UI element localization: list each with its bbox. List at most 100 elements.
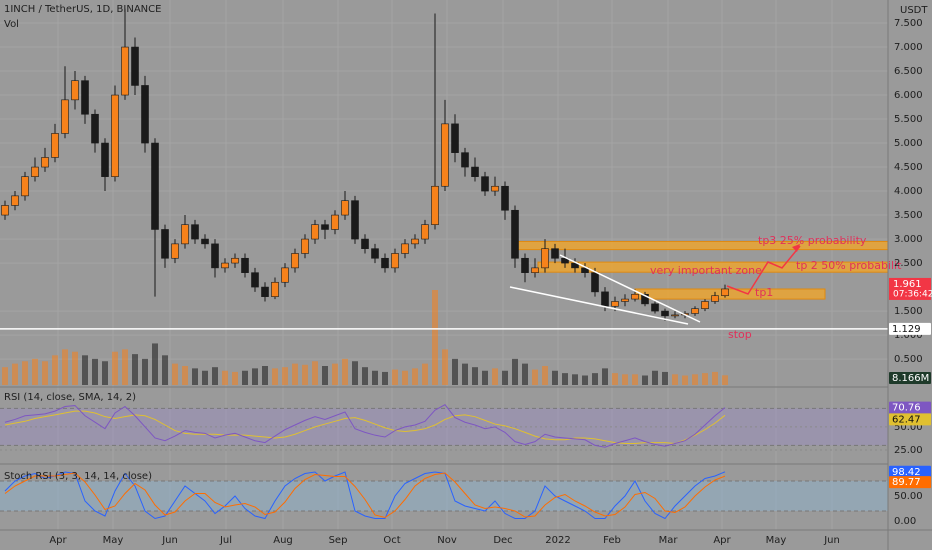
volume-bar: [612, 373, 618, 385]
candle-body: [641, 293, 649, 305]
volume-bar: [72, 351, 78, 385]
volume-bar: [22, 361, 28, 385]
candle-body: [41, 157, 49, 168]
volume-bar: [102, 361, 108, 385]
candle-body: [121, 46, 129, 96]
candle-body: [71, 80, 79, 101]
candle-body: [621, 298, 629, 302]
volume-bar: [642, 375, 648, 385]
volume-bar: [482, 370, 488, 385]
y-tick-label: 0.500: [894, 354, 923, 365]
badge-label: 8.166M: [892, 373, 929, 384]
candle-body: [301, 238, 309, 254]
x-tick-label: Jun: [161, 535, 178, 546]
candle-body: [491, 185, 499, 192]
candle-body: [411, 238, 419, 245]
y-tick-label: 2.500: [894, 258, 923, 269]
volume-bar: [472, 367, 478, 385]
candle-body: [371, 248, 379, 259]
y-tick-label: 50.00: [894, 422, 923, 433]
y-tick-label: 25.00: [894, 445, 923, 456]
countdown: 07:36:42: [893, 289, 932, 299]
candle-body: [711, 295, 719, 302]
currency: USDT: [900, 5, 928, 16]
volume-bar: [462, 363, 468, 385]
axis-badge: [889, 372, 931, 384]
candle-body: [341, 200, 349, 216]
volume-bar: [592, 373, 598, 385]
badge-label: 98.42: [892, 467, 921, 478]
x-tick-label: Mar: [659, 535, 679, 546]
volume-bar: [392, 369, 398, 385]
stoch-title: Stoch RSI (3, 3, 14, 14, close): [4, 471, 152, 482]
volume-bar: [92, 358, 98, 385]
volume-bar: [402, 370, 408, 385]
y-tick-label: 4.500: [894, 162, 923, 173]
candle-body: [131, 46, 139, 86]
volume-bar: [212, 367, 218, 385]
volume-bar: [682, 375, 688, 385]
candle-body: [631, 293, 639, 300]
volume-bar: [342, 358, 348, 385]
volume-bar: [132, 354, 138, 385]
volume-bar: [582, 375, 588, 385]
candle-body: [431, 185, 439, 225]
candle-body: [271, 281, 279, 297]
volume-bar: [152, 343, 158, 385]
volume-title: Vol: [4, 19, 19, 30]
volume-bar: [82, 355, 88, 385]
volume-bar: [522, 363, 528, 385]
volume-bar: [272, 368, 278, 385]
candle-body: [171, 243, 179, 259]
trend-line: [559, 254, 701, 323]
y-tick-label: 5.500: [894, 114, 923, 125]
y-tick-label: 5.000: [894, 138, 923, 149]
candle-body: [211, 243, 219, 269]
candle-body: [81, 80, 89, 115]
volume-bar: [302, 364, 308, 385]
x-tick-label: Sep: [329, 535, 348, 546]
volume-bar: [672, 374, 678, 385]
candle-body: [601, 291, 609, 307]
annotation: tp1: [755, 286, 773, 299]
volume-bar: [232, 371, 238, 385]
badge-label: 62.47: [892, 414, 921, 425]
volume-bar: [512, 358, 518, 385]
y-tick-label: 6.500: [894, 66, 923, 77]
volume-bar: [242, 370, 248, 385]
volume-bar: [632, 374, 638, 385]
candle-body: [61, 99, 69, 134]
volume-bar: [122, 349, 128, 385]
volume-bar: [702, 373, 708, 385]
volume-bar: [142, 358, 148, 385]
candle-body: [721, 288, 729, 297]
candle-body: [481, 176, 489, 192]
annotation: very important zone: [650, 264, 762, 277]
volume-bar: [362, 367, 368, 385]
volume-bar: [652, 370, 658, 385]
candle-body: [151, 142, 159, 230]
candle-body: [11, 195, 19, 206]
volume-bar: [662, 371, 668, 385]
volume-bar: [622, 374, 628, 385]
volume-bar: [532, 369, 538, 385]
badge-label: 70.76: [892, 403, 921, 414]
volume-bar: [332, 363, 338, 385]
axis-badge: [889, 322, 931, 335]
volume-bar: [602, 368, 608, 385]
volume-bar: [572, 374, 578, 385]
candle-body: [441, 123, 449, 187]
candle-body: [461, 152, 469, 168]
x-tick-label: May: [766, 535, 787, 546]
trend-line: [509, 286, 689, 325]
candle-body: [471, 166, 479, 177]
candle-body: [231, 257, 239, 264]
candle-body: [111, 94, 119, 177]
candle-body: [221, 262, 229, 269]
candle-body: [261, 286, 269, 297]
candle-body: [531, 267, 539, 273]
volume-bar: [112, 351, 118, 385]
y-tick-label: 50.00: [894, 491, 923, 502]
zone: [634, 288, 826, 300]
candle-body: [691, 308, 699, 314]
